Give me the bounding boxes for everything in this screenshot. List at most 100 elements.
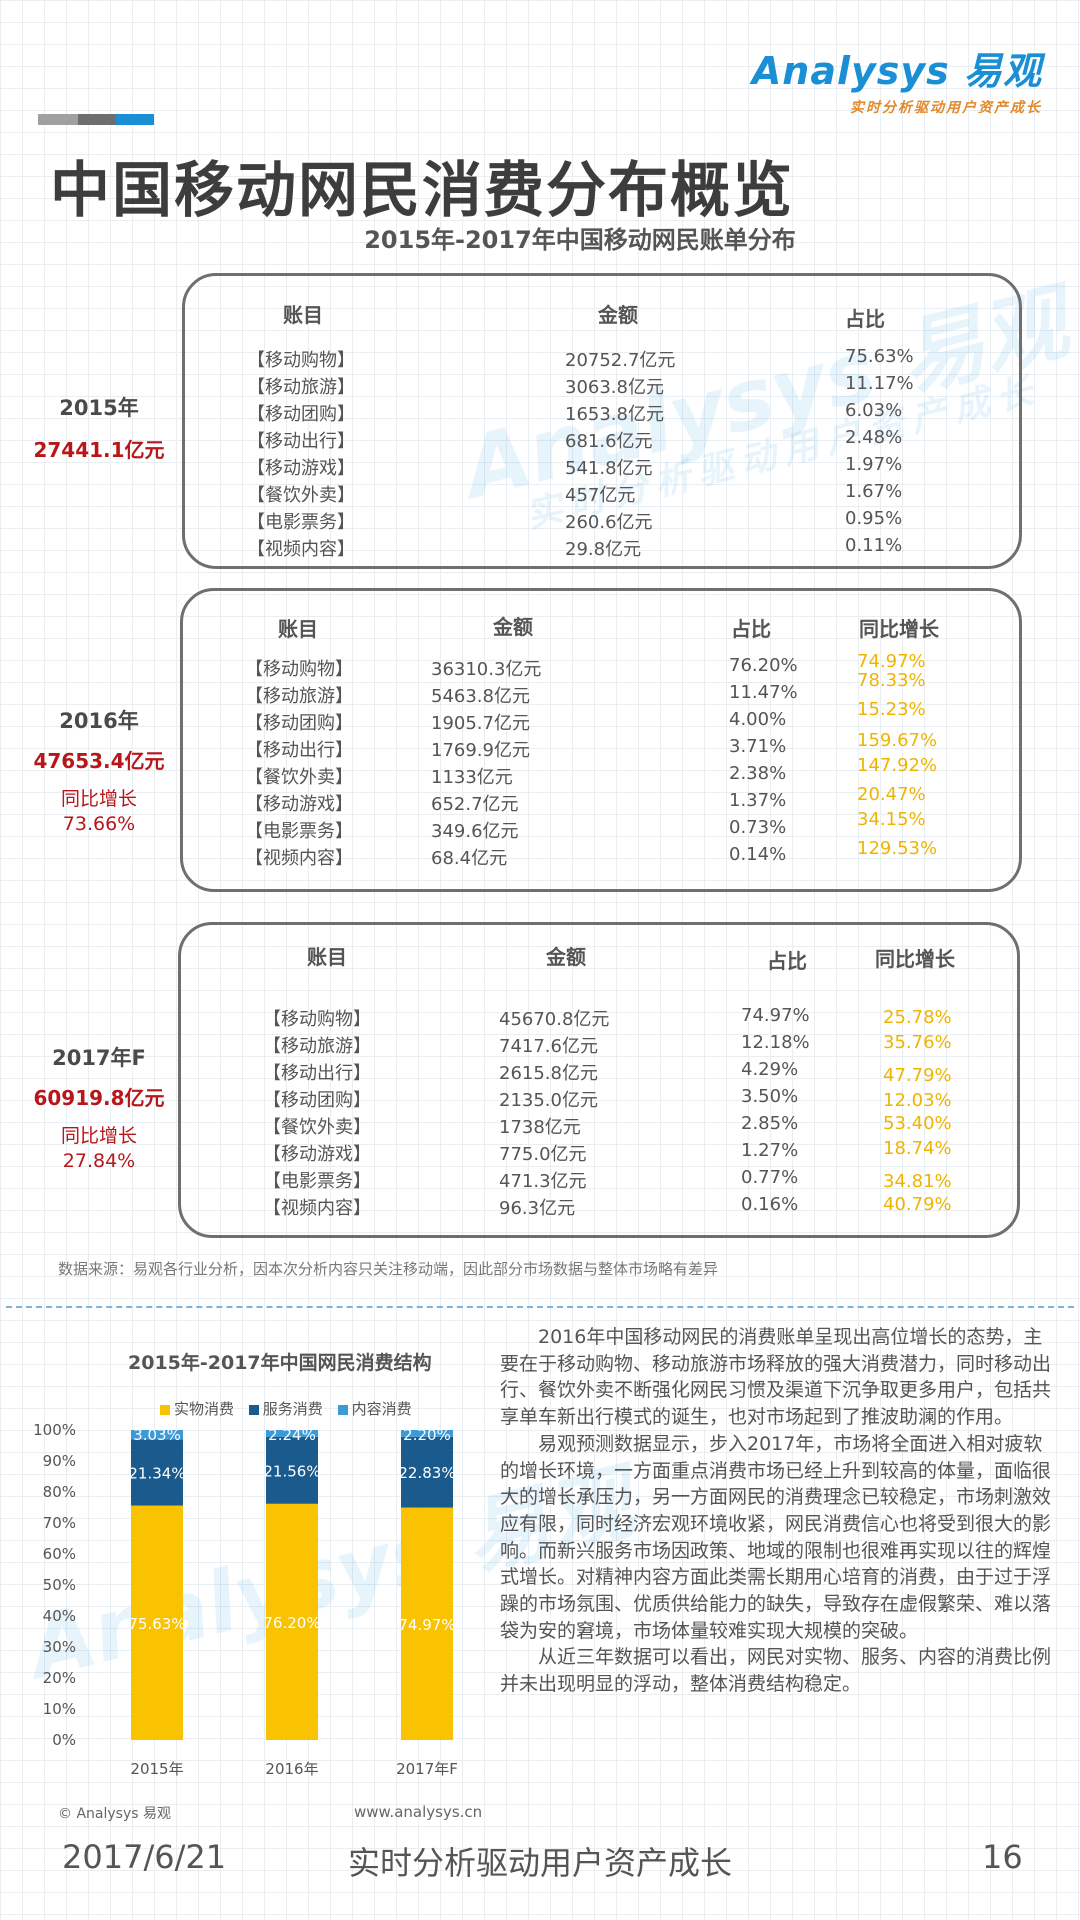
y-tick-label: 70% xyxy=(43,1514,76,1532)
table-cell-amount: 7417.6亿元 xyxy=(499,1036,598,1057)
table-cell-share: 0.77% xyxy=(741,1167,799,1188)
legend-swatch xyxy=(160,1404,170,1415)
footer-slogan: 实时分析驱动用户资产成长 xyxy=(348,1844,733,1882)
table-cell-share: 1.37% xyxy=(729,790,787,811)
section-divider xyxy=(6,1306,1074,1308)
table-cell-amount: 1133亿元 xyxy=(431,767,513,788)
table-cell-amount: 457亿元 xyxy=(565,485,636,506)
bar-segment xyxy=(266,1503,318,1740)
table-cell-share: 6.03% xyxy=(845,400,903,421)
logo-name: Analysys 易观 xyxy=(751,49,1042,93)
y-tick-label: 30% xyxy=(43,1638,76,1656)
y-tick-label: 80% xyxy=(43,1483,76,1501)
legend-item-content: 内容消费 xyxy=(337,1400,412,1418)
table-cell-item: 【餐饮外卖】 xyxy=(263,1117,371,1138)
table-cell-share: 4.00% xyxy=(729,709,787,730)
data-label: 3.03% xyxy=(133,1426,181,1444)
table-cell-amount: 1905.7亿元 xyxy=(431,713,530,734)
table-cell-growth: 20.47% xyxy=(857,784,926,805)
page-number: 16 xyxy=(982,1838,1023,1876)
table-cell-amount: 260.6亿元 xyxy=(565,512,653,533)
table-cell-share: 1.67% xyxy=(845,481,903,502)
legend-item-service: 服务消费 xyxy=(248,1400,323,1418)
analysis-text: 2016年中国移动网民的消费账单呈现出高位增长的态势，主要在于移动购物、移动旅游… xyxy=(500,1324,1056,1698)
table-cell-share: 4.29% xyxy=(741,1059,799,1080)
year-label-2016: 2016年 47653.4亿元 同比增长 73.66% xyxy=(33,709,165,835)
table-cell-item: 【移动游戏】 xyxy=(263,1144,371,1165)
data-source-note: 数据来源：易观各行业分析，因本次分析内容只关注移动端，因此部分市场数据与整体市场… xyxy=(58,1260,719,1278)
table-cell-share: 76.20% xyxy=(729,655,798,676)
table-cell-item: 【移动购物】 xyxy=(247,350,355,371)
table-cell-growth: 12.03% xyxy=(883,1090,952,1111)
y-tick-label: 20% xyxy=(43,1669,76,1687)
y-tick-label: 40% xyxy=(43,1607,76,1625)
decorative-color-bar xyxy=(38,114,154,125)
table-cell-item: 【视频内容】 xyxy=(263,1198,371,1219)
bar-segment xyxy=(131,1439,183,1506)
table-panel-2016: 账目 金额 占比 同比增长 【移动购物】 36310.3亿元 76.20% 74.97… xyxy=(180,588,1022,892)
table-cell-amount: 3063.8亿元 xyxy=(565,377,664,398)
column-header-item: 账目 xyxy=(307,945,347,969)
table-cell-item: 【视频内容】 xyxy=(245,848,353,869)
table-cell-item: 【餐饮外卖】 xyxy=(247,485,355,506)
table-cell-item: 【电影票务】 xyxy=(263,1171,371,1192)
table-cell-share: 12.18% xyxy=(741,1032,810,1053)
data-label: 21.56% xyxy=(263,1462,320,1480)
table-cell-share: 2.85% xyxy=(741,1113,799,1134)
year-label-2017: 2017年F 60919.8亿元 同比增长 27.84% xyxy=(33,1046,165,1172)
column-header-amount: 金额 xyxy=(493,615,533,639)
data-label: 2.24% xyxy=(268,1426,316,1444)
paragraph-2: 易观预测数据显示，步入2017年，市场将全面进入相对疲软的增长环境，一方面重点消… xyxy=(500,1432,1052,1642)
table-cell-amount: 29.8亿元 xyxy=(565,539,642,560)
page-subtitle: 2015年-2017年中国移动网民账单分布 xyxy=(364,226,796,254)
column-header-share: 占比 xyxy=(731,617,771,641)
table-cell-share: 11.17% xyxy=(845,373,914,394)
x-tick-label: 2015年 xyxy=(130,1760,183,1778)
table-cell-item: 【移动旅游】 xyxy=(263,1036,371,1057)
table-cell-growth: 25.78% xyxy=(883,1007,952,1028)
bar-segment xyxy=(131,1505,183,1740)
paragraph-1: 2016年中国移动网民的消费账单呈现出高位增长的态势，主要在于移动购物、移动旅游… xyxy=(500,1326,1052,1429)
bar-segment xyxy=(266,1430,318,1437)
table-cell-item: 【移动游戏】 xyxy=(245,794,353,815)
table-cell-share: 2.48% xyxy=(845,427,903,448)
table-panel-2017: 账目 金额 占比 同比增长 【移动购物】 45670.8亿元 74.97% 25.78… xyxy=(178,922,1020,1238)
table-cell-growth: 129.53% xyxy=(857,838,938,859)
legend-swatch xyxy=(337,1404,348,1415)
table-cell-item: 【移动旅游】 xyxy=(247,377,355,398)
table-cell-growth: 53.40% xyxy=(883,1113,952,1134)
column-header-item: 账目 xyxy=(283,303,323,327)
data-label: 22.83% xyxy=(398,1464,455,1482)
column-header-amount: 金额 xyxy=(546,945,586,969)
table-cell-share: 0.14% xyxy=(729,844,787,865)
brand-logo: Analysys 易观 实时分析驱动用户资产成长 xyxy=(752,40,1042,117)
chart-legend: 实物消费 服务消费 内容消费 xyxy=(160,1398,422,1419)
table-cell-share: 0.11% xyxy=(845,535,903,556)
table-cell-item: 【视频内容】 xyxy=(247,539,355,560)
table-cell-item: 【移动购物】 xyxy=(263,1009,371,1030)
data-label: 76.20% xyxy=(263,1614,320,1632)
table-cell-share: 3.50% xyxy=(741,1086,799,1107)
table-cell-share: 0.73% xyxy=(729,817,787,838)
y-tick-label: 50% xyxy=(43,1576,76,1594)
table-cell-share: 11.47% xyxy=(729,682,798,703)
table-cell-amount: 1653.8亿元 xyxy=(565,404,664,425)
table-cell-growth: 74.97% xyxy=(857,651,926,672)
y-tick-label: 60% xyxy=(43,1545,76,1563)
data-label: 75.63% xyxy=(128,1615,185,1633)
x-tick-label: 2017年F xyxy=(396,1760,458,1778)
table-cell-growth: 34.81% xyxy=(883,1171,952,1192)
data-label: 2.20% xyxy=(403,1426,451,1444)
table-cell-amount: 1769.9亿元 xyxy=(431,740,530,761)
paragraph-3: 从近三年数据可以看出，网民对实物、服务、内容的消费比例并未出现明显的浮动，整体消… xyxy=(500,1646,1052,1696)
table-cell-amount: 652.7亿元 xyxy=(431,794,519,815)
table-cell-item: 【移动团购】 xyxy=(263,1090,371,1111)
table-cell-item: 【移动游戏】 xyxy=(247,458,355,479)
table-cell-amount: 471.3亿元 xyxy=(499,1171,587,1192)
table-panel-2015: 账目 金额 占比 【移动购物】 20752.7亿元 75.63% 【移动旅游】 3063… xyxy=(182,273,1022,569)
table-cell-amount: 775.0亿元 xyxy=(499,1144,587,1165)
table-cell-item: 【电影票务】 xyxy=(247,512,355,533)
table-cell-share: 0.95% xyxy=(845,508,903,529)
table-cell-item: 【电影票务】 xyxy=(245,821,353,842)
table-cell-amount: 349.6亿元 xyxy=(431,821,519,842)
